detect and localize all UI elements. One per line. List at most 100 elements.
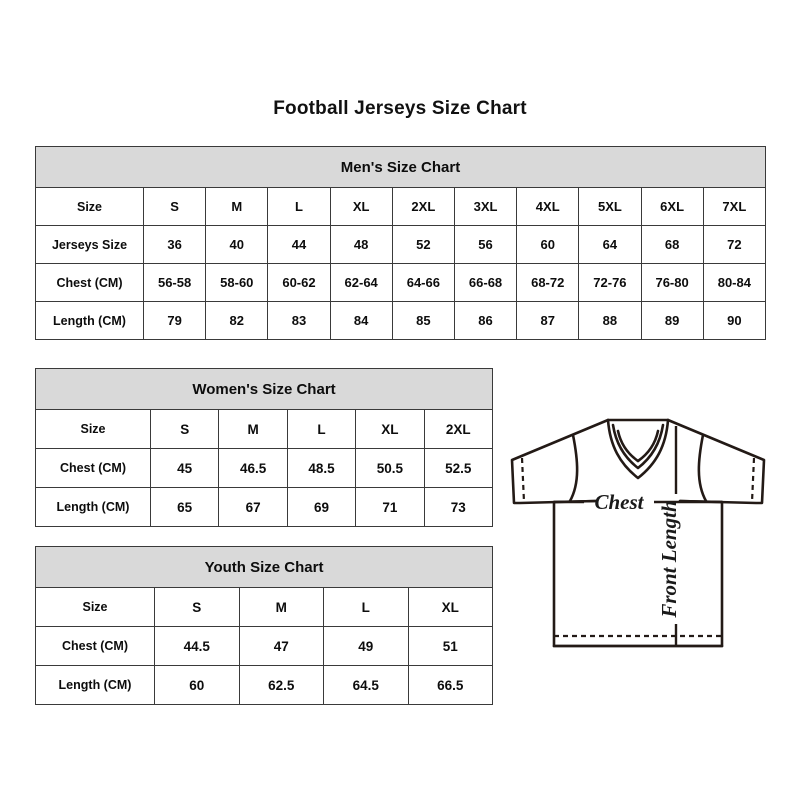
mens-header-size-label: Size xyxy=(35,187,144,226)
table-cell: 68-72 xyxy=(516,263,580,302)
chest-label: Chest xyxy=(594,490,644,514)
table-row: Length (CM) 79 82 83 84 85 86 87 88 89 9… xyxy=(35,301,767,340)
womens-row-label: Chest (CM) xyxy=(35,448,151,488)
youth-header-size-label: Size xyxy=(35,587,155,627)
table-cell: 58-60 xyxy=(205,263,269,302)
womens-column-header: L xyxy=(286,409,357,449)
table-cell: 44 xyxy=(267,225,331,264)
youth-size-table: Youth Size Chart Size S M L XL Chest (CM… xyxy=(34,546,494,705)
table-cell: 67 xyxy=(218,487,288,527)
table-cell: 52 xyxy=(391,225,455,264)
mens-column-header: 3XL xyxy=(453,187,518,226)
table-cell: 48 xyxy=(329,225,393,264)
table-cell: 52.5 xyxy=(423,448,494,488)
youth-table-banner: Youth Size Chart xyxy=(34,546,494,588)
womens-column-header: S xyxy=(149,409,220,449)
mens-row-label: Length (CM) xyxy=(35,301,144,340)
table-banner-row: Women's Size Chart xyxy=(35,368,493,410)
womens-table-banner: Women's Size Chart xyxy=(35,368,493,410)
youth-column-header: S xyxy=(154,587,240,627)
youth-row-label: Chest (CM) xyxy=(35,626,155,666)
table-cell: 88 xyxy=(578,301,642,340)
mens-column-header: L xyxy=(267,187,331,226)
table-cell: 64.5 xyxy=(323,665,409,705)
mens-column-header: S xyxy=(142,187,207,226)
table-cell: 49 xyxy=(323,626,409,666)
table-cell: 82 xyxy=(205,301,269,340)
table-cell: 60-62 xyxy=(267,263,331,302)
table-row: Chest (CM) 44.5 47 49 51 xyxy=(35,626,494,666)
table-cell: 69 xyxy=(286,487,357,527)
table-banner-row: Youth Size Chart xyxy=(34,546,494,588)
table-row: Chest (CM) 56-58 58-60 60-62 62-64 64-66… xyxy=(35,263,767,302)
table-cell: 68 xyxy=(640,225,704,264)
table-cell: 80-84 xyxy=(702,263,767,302)
womens-column-header: 2XL xyxy=(423,409,494,449)
table-cell: 76-80 xyxy=(640,263,704,302)
table-cell: 64-66 xyxy=(391,263,455,302)
table-banner-row: Men's Size Chart xyxy=(35,146,766,188)
table-cell: 86 xyxy=(453,301,518,340)
table-cell: 87 xyxy=(516,301,580,340)
table-cell: 84 xyxy=(329,301,393,340)
table-cell: 79 xyxy=(142,301,207,340)
front-length-label: Front Length xyxy=(657,500,681,618)
mens-column-header: 4XL xyxy=(516,187,580,226)
table-cell: 83 xyxy=(267,301,331,340)
table-cell: 90 xyxy=(702,301,767,340)
mens-column-header: 6XL xyxy=(640,187,704,226)
table-row: Jerseys Size 36 40 44 48 52 56 60 64 68 … xyxy=(35,225,767,264)
table-cell: 72 xyxy=(702,225,767,264)
vneck-inner-rib xyxy=(616,429,660,463)
table-cell: 40 xyxy=(205,225,269,264)
table-cell: 66.5 xyxy=(407,665,494,705)
womens-column-header: XL xyxy=(355,409,425,449)
vneck-middle-rib xyxy=(611,423,665,470)
table-cell: 46.5 xyxy=(218,448,288,488)
mens-column-header: 7XL xyxy=(702,187,767,226)
table-cell: 48.5 xyxy=(286,448,357,488)
table-header-row: Size S M L XL 2XL 3XL 4XL 5XL 6XL 7XL xyxy=(35,187,767,226)
youth-column-header: L xyxy=(323,587,409,627)
womens-row-label: Length (CM) xyxy=(35,487,151,527)
vneck-outer xyxy=(606,418,670,480)
table-row: Length (CM) 65 67 69 71 73 xyxy=(35,487,494,527)
table-row: Length (CM) 60 62.5 64.5 66.5 xyxy=(35,665,494,705)
table-cell: 66-68 xyxy=(453,263,518,302)
table-row: Chest (CM) 45 46.5 48.5 50.5 52.5 xyxy=(35,448,494,488)
mens-row-label: Chest (CM) xyxy=(35,263,144,302)
left-cuff-dashed-line xyxy=(520,457,526,503)
table-cell: 72-76 xyxy=(578,263,642,302)
table-cell: 73 xyxy=(423,487,494,527)
left-sleeve-seam xyxy=(568,433,579,503)
mens-table-banner: Men's Size Chart xyxy=(35,146,766,188)
table-header-row: Size S M L XL 2XL xyxy=(35,409,494,449)
table-cell: 47 xyxy=(238,626,324,666)
womens-header-size-label: Size xyxy=(35,409,151,449)
table-cell: 45 xyxy=(149,448,220,488)
youth-column-header: XL xyxy=(407,587,494,627)
mens-column-header: M xyxy=(205,187,269,226)
table-cell: 71 xyxy=(355,487,425,527)
table-cell: 51 xyxy=(407,626,494,666)
mens-column-header: XL xyxy=(329,187,393,226)
table-cell: 64 xyxy=(578,225,642,264)
table-cell: 89 xyxy=(640,301,704,340)
womens-size-table: Women's Size Chart Size S M L XL 2XL Che… xyxy=(35,368,494,527)
table-cell: 65 xyxy=(149,487,220,527)
table-cell: 56-58 xyxy=(142,263,207,302)
table-cell: 62.5 xyxy=(238,665,324,705)
youth-row-label: Length (CM) xyxy=(35,665,155,705)
right-cuff-dashed-line xyxy=(750,457,756,503)
table-cell: 36 xyxy=(142,225,207,264)
page-title: Football Jerseys Size Chart xyxy=(273,98,527,119)
womens-column-header: M xyxy=(218,409,288,449)
table-cell: 60 xyxy=(154,665,240,705)
mens-column-header: 2XL xyxy=(391,187,455,226)
table-header-row: Size S M L XL xyxy=(35,587,494,627)
table-cell: 44.5 xyxy=(154,626,240,666)
youth-column-header: M xyxy=(238,587,324,627)
left-sleeve-outline xyxy=(510,418,610,505)
right-sleeve-seam xyxy=(697,433,708,503)
mens-size-table: Men's Size Chart Size S M L XL 2XL 3XL 4… xyxy=(35,146,767,340)
